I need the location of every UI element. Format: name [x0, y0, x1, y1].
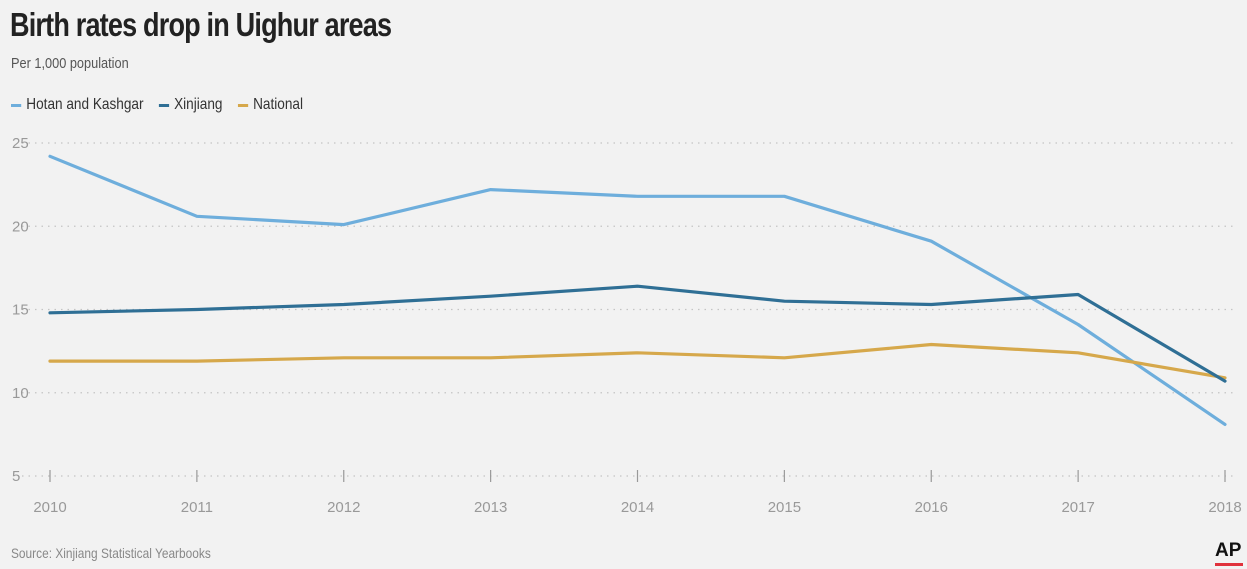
- legend-item-xinjiang: Xinjiang: [158, 96, 223, 114]
- legend-swatch: [158, 103, 169, 107]
- source-note: Source: Xinjiang Statistical Yearbooks: [11, 545, 211, 561]
- chart-title: Birth rates drop in Uighur areas: [10, 6, 392, 43]
- ap-logo-underline: [1215, 563, 1243, 566]
- legend: Hotan and Kashgar Xinjiang National: [11, 96, 303, 114]
- x-tick-label: 2013: [474, 499, 507, 516]
- x-tick-label: 2016: [915, 499, 948, 516]
- chart-subtitle: Per 1,000 population: [11, 55, 129, 72]
- legend-item-hotan-kashgar: Hotan and Kashgar: [11, 96, 143, 114]
- x-tick-label: 2015: [768, 499, 801, 516]
- series-line-xinjiang: [48, 284, 1227, 383]
- y-tick-label: 15: [12, 302, 29, 319]
- legend-item-national: National: [237, 96, 303, 114]
- y-tick-label: 25: [12, 135, 29, 152]
- x-tick-label: 2017: [1061, 499, 1094, 516]
- x-tick-label: 2014: [621, 499, 654, 516]
- x-tick-label: 2012: [327, 499, 360, 516]
- legend-label: National: [253, 96, 303, 113]
- y-tick-label: 10: [12, 385, 29, 402]
- x-tick-label: 2011: [181, 499, 213, 516]
- x-tick-label: 2010: [33, 499, 66, 516]
- legend-swatch: [11, 103, 22, 107]
- series-line-national: [48, 342, 1227, 380]
- legend-label: Hotan and Kashgar: [26, 96, 144, 113]
- y-tick-label: 20: [12, 218, 29, 235]
- x-tick-label: 2018: [1208, 499, 1241, 516]
- legend-swatch: [237, 103, 248, 107]
- legend-label: Xinjiang: [174, 96, 223, 113]
- ap-logo: AP: [1215, 540, 1242, 561]
- y-tick-label: 5: [12, 468, 20, 485]
- series-line-hotan-and-kashgar: [48, 154, 1227, 426]
